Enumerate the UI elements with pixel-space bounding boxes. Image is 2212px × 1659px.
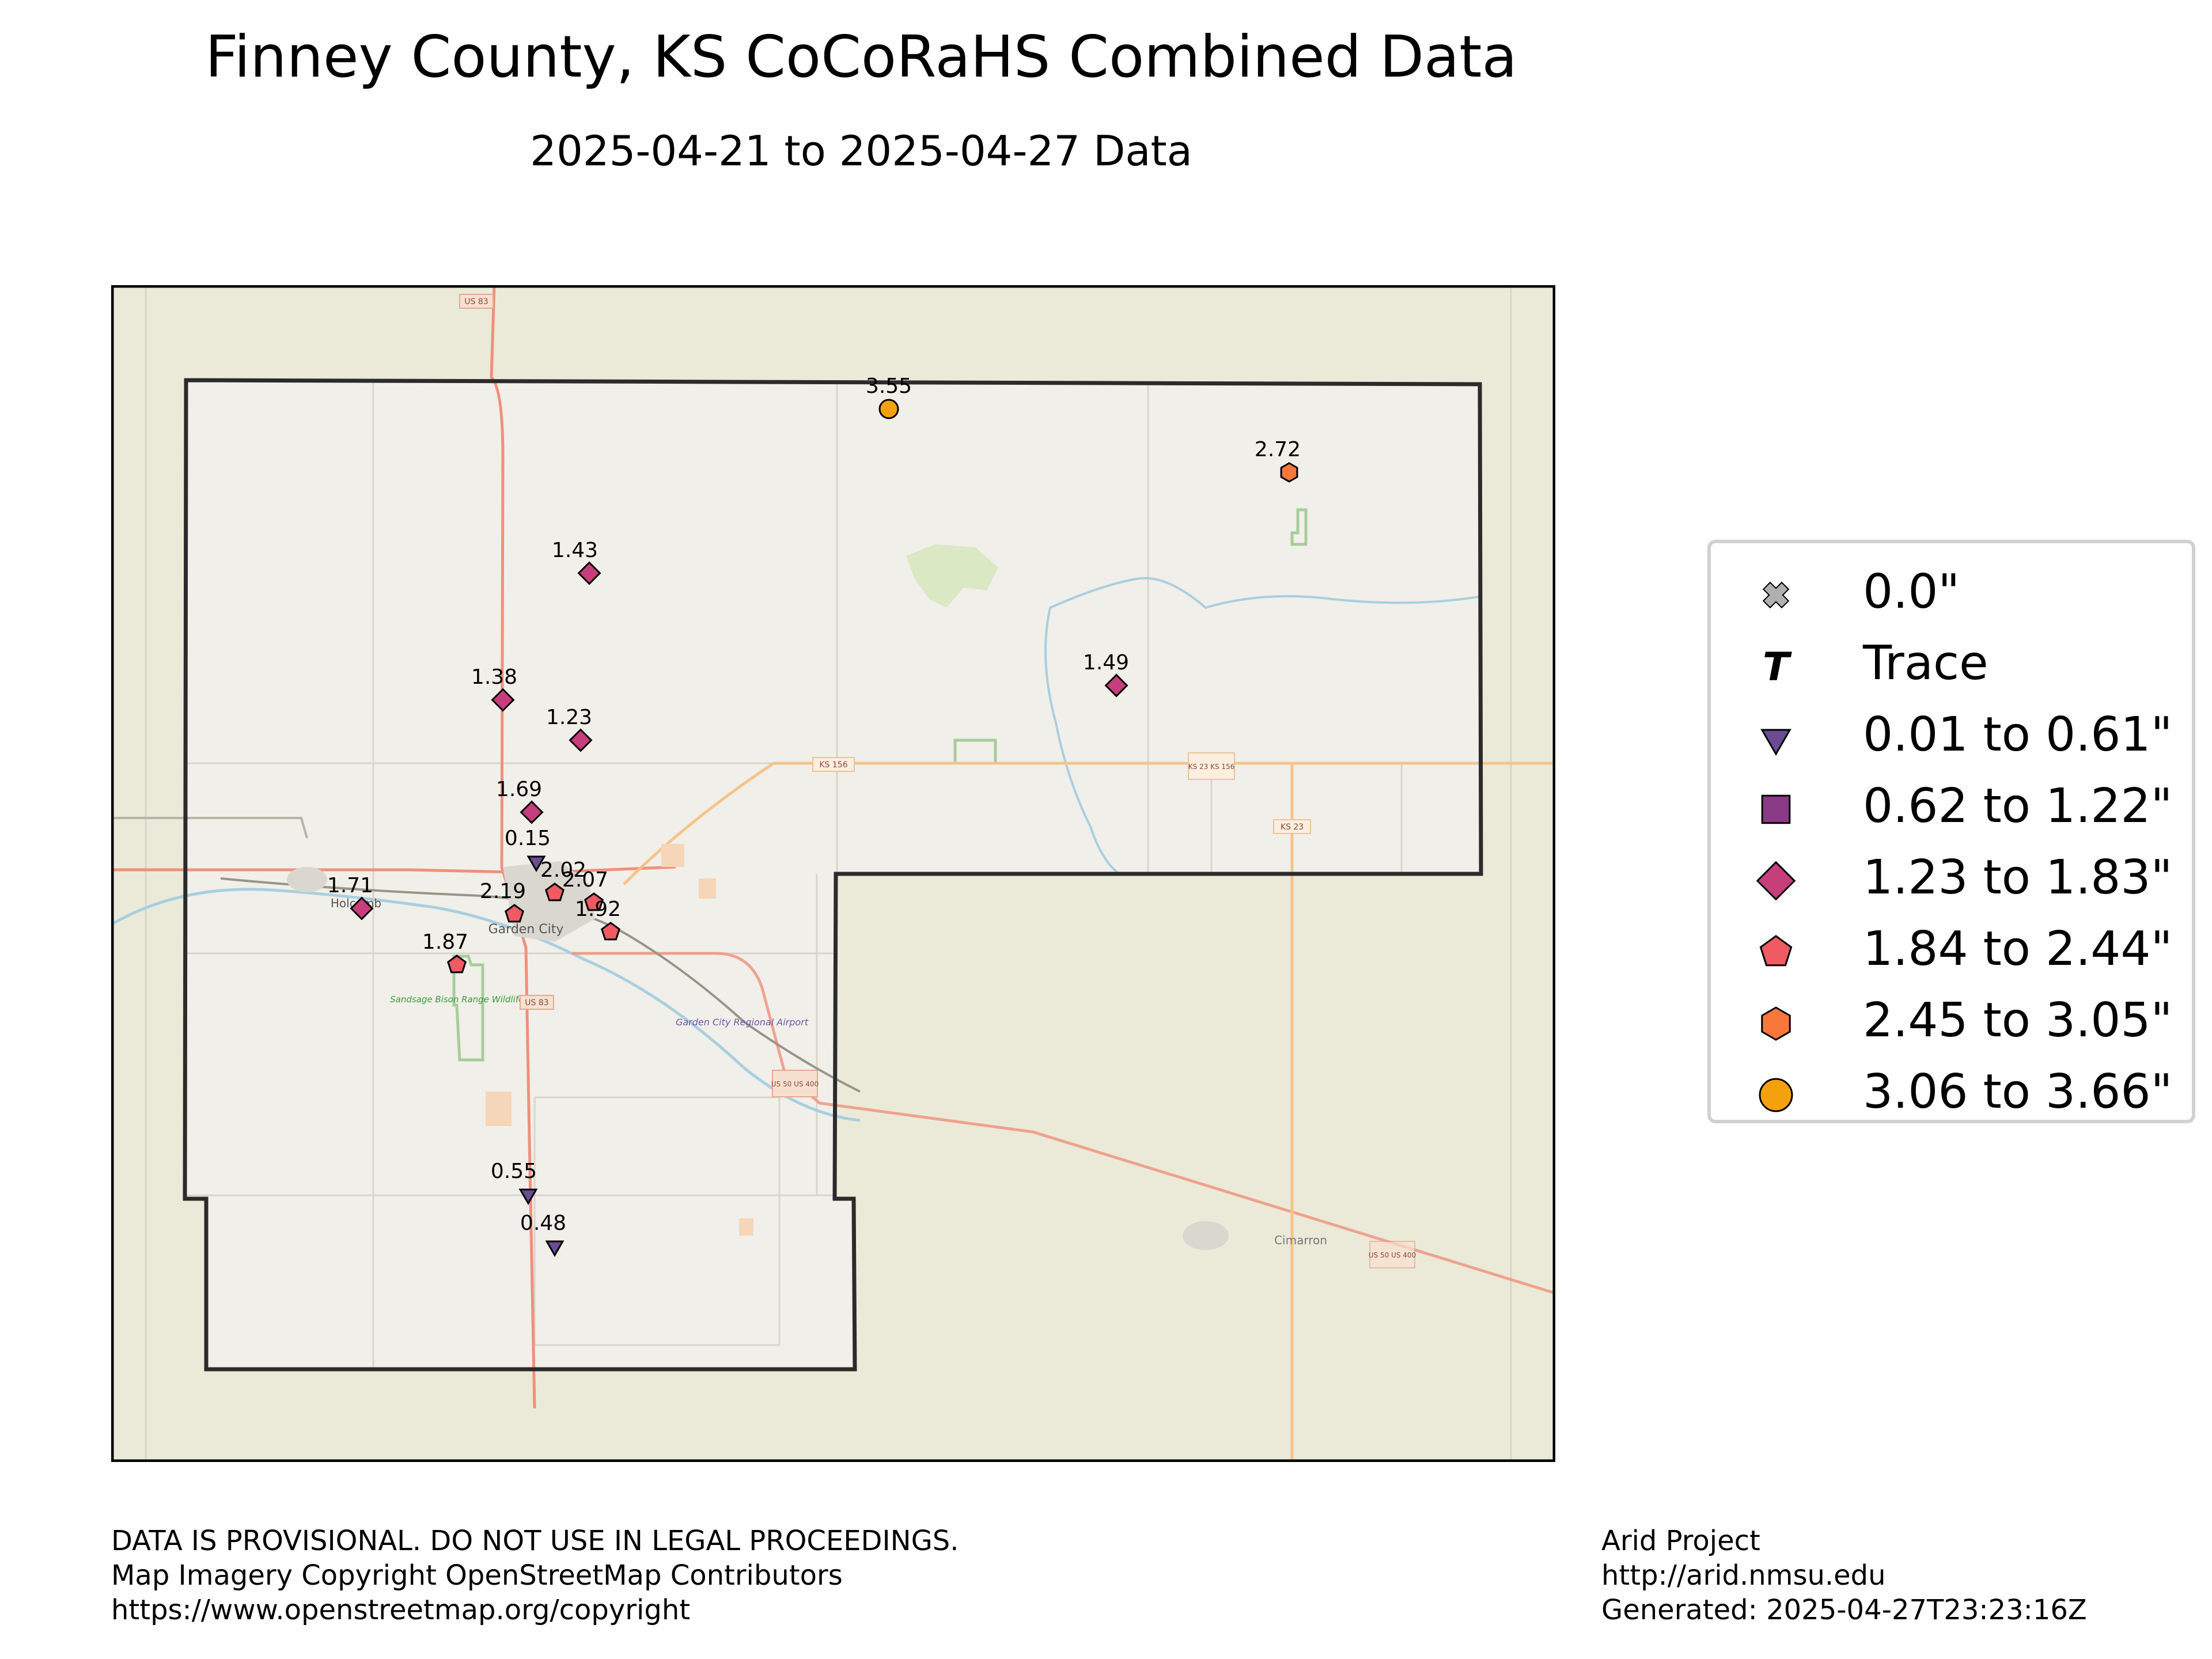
- section-roads: [145, 285, 1512, 1462]
- footer-disclaimer: DATA IS PROVISIONAL. DO NOT USE IN LEGAL…: [111, 1525, 959, 1557]
- shield-ks156: KS 156: [819, 760, 847, 770]
- legend-label: 3.06 to 3.66": [1863, 1065, 2173, 1119]
- station-marker-pentagon[interactable]: 2.19: [480, 880, 526, 923]
- station-value-label: 0.15: [505, 827, 551, 850]
- footer-project-link[interactable]: http://arid.nmsu.edu: [1601, 1559, 1886, 1592]
- trace-t-icon: T: [1763, 645, 1792, 690]
- legend-label: 2.45 to 3.05": [1863, 993, 2173, 1048]
- route-shields: US 83 US 83 KS 156 KS 23 KS 156 KS 23 US…: [459, 294, 1416, 1268]
- wildlife-area-label: Sandsage Bison Range Wildlife Area: [390, 994, 547, 1005]
- shield-ks23: KS 23: [1281, 823, 1304, 832]
- shield-us50-400-mid: US 50 US 400: [771, 1080, 819, 1088]
- station-marker-pentagon[interactable]: 2.07: [562, 868, 608, 911]
- legend-label: 0.0": [1863, 565, 1960, 619]
- county-border: [183, 378, 1483, 1372]
- footer-copyright-link[interactable]: https://www.openstreetmap.org/copyright: [111, 1594, 691, 1626]
- station-value-label: 0.55: [491, 1160, 537, 1183]
- green-areas: [452, 508, 1308, 1062]
- legend-item: 2.45 to 3.05": [1711, 986, 2192, 1055]
- footer-project: Arid Project: [1601, 1525, 1760, 1557]
- legend-label: 0.62 to 1.22": [1863, 779, 2173, 834]
- station-value-label: 0.48: [520, 1211, 566, 1235]
- legend-item: 3.06 to 3.66": [1711, 1058, 2192, 1127]
- station-value-label: 1.92: [575, 897, 621, 921]
- town-areas: [287, 861, 1229, 1250]
- legend-label: 1.84 to 2.44": [1863, 922, 2173, 976]
- station-marker-diamond[interactable]: 1.43: [552, 539, 601, 585]
- station-marker-diamond[interactable]: 1.71: [327, 874, 374, 921]
- map-title: Finney County, KS CoCoRaHS Combined Data: [205, 23, 1517, 90]
- station-value-label: 2.02: [540, 858, 586, 882]
- station-marker-diamond[interactable]: 1.23: [546, 706, 593, 752]
- shield-us83-mid: US 83: [525, 998, 548, 1007]
- pentagon-icon: [1759, 935, 1793, 967]
- stations-layer: 3.55 2.72 1.43 1.38 1.23 1.49 1.69 0.15 2.022.07…: [327, 374, 1301, 1257]
- legend: 0.0" T Trace 0.01 to 0.61" 0.62 to 1.22" 1.23…: [1707, 540, 2195, 1123]
- footer-right: Arid Project http://arid.nmsu.edu Genera…: [1601, 1524, 2087, 1627]
- station-value-label: 1.23: [546, 706, 592, 729]
- station-value-label: 2.07: [562, 868, 608, 892]
- station-value-label: 1.71: [327, 874, 373, 897]
- station-value-label: 1.69: [496, 778, 542, 801]
- station-value-label: 2.19: [480, 880, 526, 903]
- creek: [1044, 577, 1483, 875]
- legend-item: 0.01 to 0.61": [1711, 700, 2192, 770]
- legend-label: Trace: [1863, 636, 1988, 691]
- arkansas-river: [111, 888, 861, 1122]
- shield-us50-400-east: US 50 US 400: [1369, 1251, 1416, 1259]
- county-map[interactable]: Garden City Holcomb Cimarron Garden City…: [111, 285, 1555, 1462]
- x-icon: [1762, 581, 1790, 609]
- svg-text:T: T: [1763, 645, 1792, 690]
- station-marker-triangle[interactable]: 0.55: [491, 1160, 538, 1205]
- legend-item: T Trace: [1711, 629, 2192, 698]
- station-value-label: 1.38: [471, 665, 517, 689]
- station-marker-circle[interactable]: 3.55: [866, 374, 912, 419]
- footer-left: DATA IS PROVISIONAL. DO NOT USE IN LEGAL…: [111, 1524, 959, 1627]
- map-subtitle: 2025-04-21 to 2025-04-27 Data: [530, 127, 1192, 175]
- station-value-label: 1.87: [422, 930, 468, 954]
- urban-patches: [486, 844, 753, 1236]
- town-label-garden-city: Garden City: [488, 922, 564, 937]
- station-value-label: 1.43: [552, 539, 598, 562]
- shield-ks23-ks156: KS 23 KS 156: [1188, 763, 1235, 771]
- legend-item: 0.62 to 1.22": [1711, 772, 2192, 841]
- station-value-label: 1.49: [1083, 651, 1129, 675]
- station-marker-hexagon[interactable]: 2.72: [1255, 438, 1301, 483]
- station-value-label: 2.72: [1255, 438, 1301, 461]
- station-marker-diamond[interactable]: 1.38: [471, 665, 517, 712]
- station-marker-diamond[interactable]: 1.69: [496, 778, 544, 824]
- triangle-down-icon: [1760, 729, 1791, 756]
- footer-copyright: Map Imagery Copyright OpenStreetMap Cont…: [111, 1559, 843, 1592]
- footer-generated: Generated: 2025-04-27T23:23:16Z: [1601, 1594, 2087, 1626]
- station-marker-triangle[interactable]: 0.15: [505, 827, 551, 872]
- station-marker-pentagon[interactable]: 1.92: [575, 897, 621, 941]
- map-frame: [111, 285, 1555, 1462]
- legend-item: 1.23 to 1.83": [1711, 843, 2192, 912]
- square-icon: [1761, 794, 1791, 824]
- town-label-cimarron: Cimarron: [1274, 1233, 1327, 1247]
- station-marker-triangle[interactable]: 0.48: [520, 1211, 566, 1257]
- airport-label: Garden City Regional Airport: [676, 1017, 809, 1028]
- shield-us83-top: US 83: [464, 297, 488, 306]
- legend-label: 1.23 to 1.83": [1863, 850, 2173, 905]
- station-value-label: 3.55: [866, 374, 912, 398]
- hexagon-icon: [1761, 1006, 1791, 1041]
- station-marker-diamond[interactable]: 1.49: [1083, 651, 1129, 698]
- legend-item: 0.0": [1711, 558, 2192, 627]
- diamond-icon: [1756, 861, 1796, 901]
- legend-label: 0.01 to 0.61": [1863, 707, 2173, 762]
- legend-item: 1.84 to 2.44": [1711, 915, 2192, 984]
- station-marker-pentagon[interactable]: 1.87: [422, 930, 468, 974]
- circle-icon: [1759, 1078, 1793, 1112]
- station-marker-pentagon[interactable]: 2.02: [540, 858, 586, 902]
